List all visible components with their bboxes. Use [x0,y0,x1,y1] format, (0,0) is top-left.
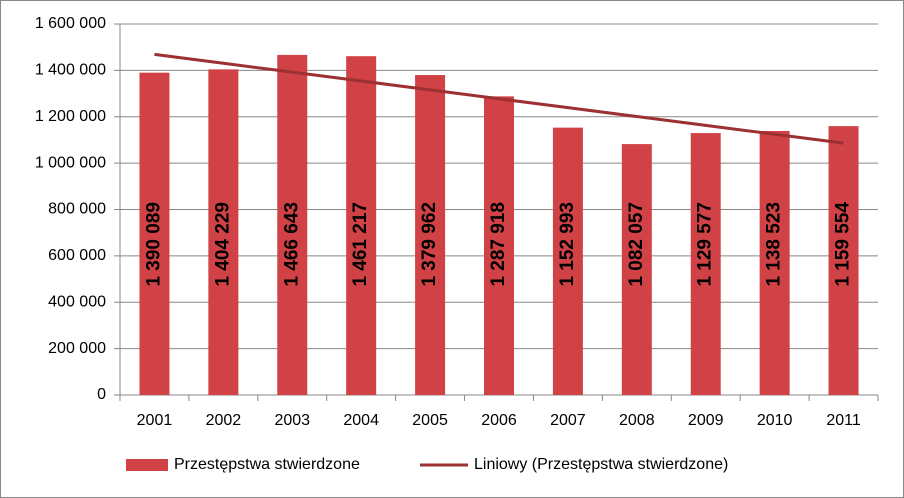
y-tick-label: 600 000 [48,247,106,264]
legend-swatch [126,459,168,471]
legend-label: Liniowy (Przestępstwa stwierdzone) [474,456,728,473]
trend-line [154,52,844,145]
value-label: 1 287 918 [488,202,509,287]
value-label: 1 159 554 [833,202,854,287]
x-tick-label: 2011 [826,412,861,429]
bar [621,144,652,395]
value-label: 1 082 057 [626,202,647,287]
bar [346,56,377,396]
y-tick-label: 800 000 [48,201,106,218]
y-tick-label: 400 000 [48,293,106,310]
x-tick-label: 2001 [137,412,173,429]
y-tick-label: 1 600 000 [35,15,106,32]
value-label: 1 379 962 [419,202,440,287]
bar [690,133,721,395]
x-tick-label: 2008 [619,412,655,429]
value-label: 1 129 577 [695,202,716,287]
x-tick-label: 2005 [412,412,448,429]
value-label: 1 138 523 [764,202,785,287]
y-tick-label: 1 200 000 [35,108,106,125]
bar [552,127,583,395]
y-tick-label: 200 000 [48,340,106,357]
value-label: 1 390 089 [143,202,164,287]
x-tick-label: 2006 [481,412,517,429]
x-tick-label: 2003 [274,412,310,429]
bar [828,126,859,395]
y-tick-label: 1 000 000 [35,154,106,171]
bar [208,69,239,395]
x-tick-label: 2010 [757,412,793,429]
bar [277,54,308,396]
bar [139,72,170,396]
value-label: 1 461 217 [350,202,371,287]
y-tick-label: 1 400 000 [35,62,106,79]
y-tick-label: 0 [97,386,106,403]
value-label: 1 152 993 [557,202,578,287]
x-tick-label: 2009 [688,412,724,429]
bar [759,131,790,395]
value-label: 1 466 643 [281,202,302,287]
bar [484,96,514,395]
bar [415,75,446,396]
x-tick-label: 2002 [206,412,242,429]
legend-label: Przestępstwa stwierdzone [174,456,360,473]
x-tick-label: 2007 [550,412,586,429]
value-label: 1 404 229 [212,202,233,287]
x-tick-label: 2004 [343,412,379,429]
